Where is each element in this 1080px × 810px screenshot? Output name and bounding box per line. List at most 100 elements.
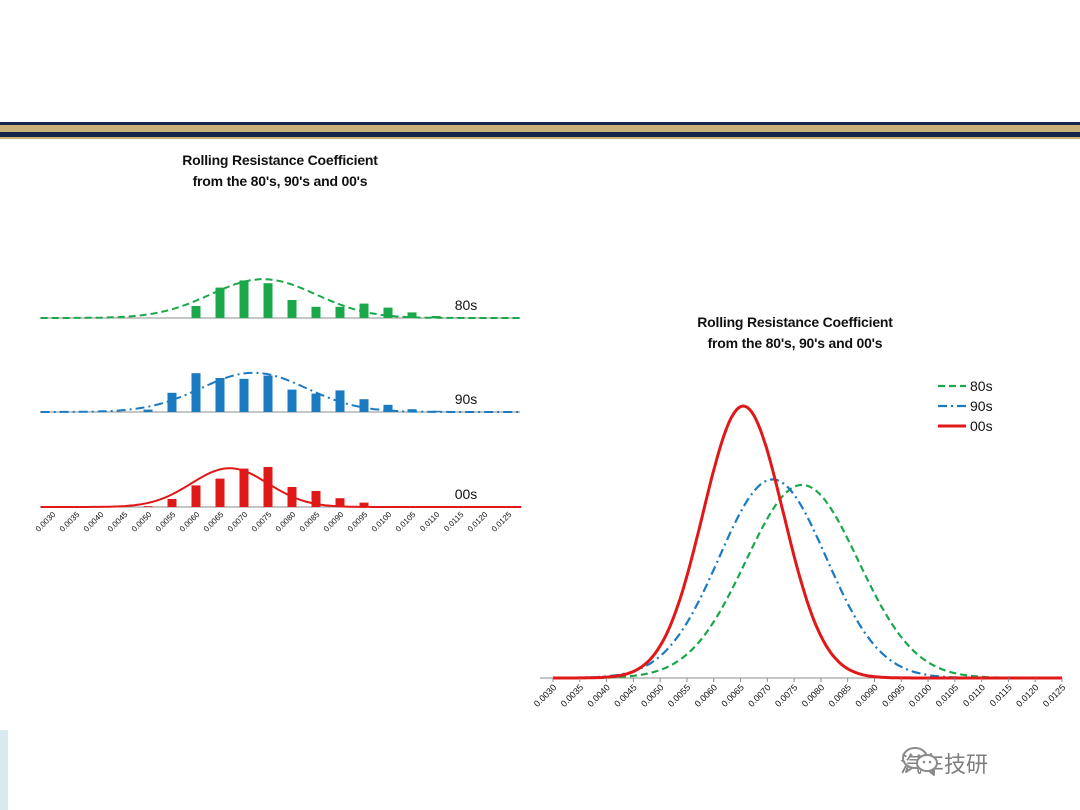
x-tick-label-right-0.0065: 0.0065 <box>719 682 746 709</box>
watermark: 汽车技研 <box>900 745 988 781</box>
bar-90s-0.0075 <box>263 375 273 412</box>
watermark-text: 汽车技研 <box>900 753 989 778</box>
series-line-00s <box>553 404 1062 680</box>
right-chart-title-line-2: from the 80's, 90's and 00's <box>707 335 883 351</box>
x-tick-label-right-0.0075: 0.0075 <box>773 682 800 709</box>
panel-label-00s: 00s <box>455 486 478 502</box>
x-tick-label-right-0.0045: 0.0045 <box>612 682 639 709</box>
legend: 80s 90s 00s <box>938 378 993 434</box>
bar-90s-0.0085 <box>311 393 321 412</box>
x-tick-label-right-0.0050: 0.0050 <box>639 682 666 709</box>
left-chart-title-line-2: from the 80's, 90's and 00's <box>192 173 368 189</box>
bar-90s-0.0070 <box>239 378 249 412</box>
left-chart-title-line-1: Rolling Resistance Coefficient <box>182 152 378 168</box>
bar-90s-0.0080 <box>287 389 297 412</box>
x-tick-label-left-0.0055: 0.0055 <box>154 510 178 534</box>
x-tick-label-right-0.0125: 0.0125 <box>1041 682 1068 709</box>
curve-80s <box>40 278 522 319</box>
legend-label-90s: 90s <box>970 398 993 414</box>
bar-80s-0.0085 <box>311 306 321 318</box>
x-tick-label-right-0.0095: 0.0095 <box>880 682 907 709</box>
bar-80s-0.0065 <box>215 287 225 318</box>
bar-00s-0.0050 <box>143 506 153 507</box>
right-chart-title-line-1: Rolling Resistance Coefficient <box>697 314 893 330</box>
header-band-top-line <box>0 122 1080 125</box>
legend-label-00s: 00s <box>970 418 993 434</box>
right-chart-title: Rolling Resistance Coefficient from the … <box>640 312 950 354</box>
x-tick-label-right-0.0105: 0.0105 <box>934 682 961 709</box>
panel-label-80s: 80s <box>455 297 478 313</box>
curve-00s <box>40 467 522 508</box>
bar-80s-0.0075 <box>263 283 273 318</box>
bar-90s-0.0095 <box>359 399 369 412</box>
bar-00s-0.0065 <box>215 478 225 507</box>
x-tick-label-left-0.0095: 0.0095 <box>346 510 370 534</box>
bar-90s-0.0055 <box>167 392 177 412</box>
x-tick-label-left-0.0080: 0.0080 <box>274 510 298 534</box>
x-tick-label-left-0.0050: 0.0050 <box>130 510 154 534</box>
x-tick-label-left-0.0030: 0.0030 <box>34 510 58 534</box>
x-tick-label-right-0.0120: 0.0120 <box>1014 682 1041 709</box>
x-tick-label-left-0.0120: 0.0120 <box>466 510 490 534</box>
wechat-icon <box>902 747 938 776</box>
x-tick-label-left-0.0085: 0.0085 <box>298 510 322 534</box>
panel-90s: 90s <box>40 371 522 413</box>
x-tick-label-right-0.0100: 0.0100 <box>907 682 934 709</box>
x-tick-label-right-0.0040: 0.0040 <box>585 682 612 709</box>
series-line-80s <box>553 483 1062 680</box>
x-tick-label-right-0.0090: 0.0090 <box>853 682 880 709</box>
x-tick-label-right-0.0030: 0.0030 <box>532 682 559 709</box>
legend-label-80s: 80s <box>970 378 993 394</box>
bar-90s-0.0100 <box>383 404 393 412</box>
bar-80s-0.0080 <box>287 300 297 318</box>
header-band-gold <box>0 125 1080 132</box>
left-chart-title: Rolling Resistance Coefficient from the … <box>120 150 440 192</box>
panel-label-90s: 90s <box>455 391 478 407</box>
bar-00s-0.0075 <box>263 467 273 507</box>
bar-80s-0.0070 <box>239 280 249 318</box>
x-tick-label-left-0.0065: 0.0065 <box>202 510 226 534</box>
bar-00s-0.0090 <box>335 498 345 507</box>
x-tick-label-left-0.0100: 0.0100 <box>370 510 394 534</box>
panel-80s: 80s <box>40 278 522 319</box>
x-tick-label-left-0.0035: 0.0035 <box>58 510 82 534</box>
bar-00s-0.0070 <box>239 468 249 507</box>
x-tick-label-right-0.0070: 0.0070 <box>746 682 773 709</box>
bar-80s-0.0100 <box>383 307 393 318</box>
x-tick-label-right-0.0080: 0.0080 <box>800 682 827 709</box>
x-tick-label-left-0.0115: 0.0115 <box>442 510 466 534</box>
bar-80s-0.0105 <box>407 312 417 318</box>
bar-00s-0.0060 <box>191 485 201 507</box>
bar-90s-0.0065 <box>215 378 225 412</box>
x-tick-label-right-0.0110: 0.0110 <box>961 682 987 708</box>
x-tick-label-left-0.0125: 0.0125 <box>490 510 514 534</box>
footer-strip <box>0 730 8 810</box>
panel-00s: 00s <box>40 467 522 508</box>
series-line-90s <box>552 478 1062 680</box>
x-tick-label-left-0.0070: 0.0070 <box>226 510 250 534</box>
bar-80s-0.0060 <box>191 306 201 318</box>
header-band-dark <box>0 132 1080 137</box>
x-tick-label-left-0.0075: 0.0075 <box>250 510 274 534</box>
x-tick-label-left-0.0060: 0.0060 <box>178 510 202 534</box>
x-tick-label-right-0.0115: 0.0115 <box>988 682 1014 708</box>
x-tick-label-right-0.0035: 0.0035 <box>559 682 586 709</box>
bar-00s-0.0095 <box>359 502 369 507</box>
x-tick-label-left-0.0040: 0.0040 <box>82 510 106 534</box>
x-tick-label-right-0.0060: 0.0060 <box>693 682 720 709</box>
bar-00s-0.0085 <box>311 491 321 507</box>
x-tick-label-left-0.0110: 0.0110 <box>418 510 442 534</box>
x-tick-label-left-0.0090: 0.0090 <box>322 510 346 534</box>
bar-90s-0.0050 <box>143 409 153 412</box>
curve-90s <box>40 371 522 413</box>
x-tick-label-left-0.0045: 0.0045 <box>106 510 130 534</box>
bar-90s-0.0060 <box>191 373 201 412</box>
right-distribution-chart: 0.0030 0.0035 0.0040 0.0045 0.0050 0.0055 0.00… <box>532 378 1068 709</box>
header-band-bottom-line <box>0 137 1080 139</box>
x-tick-label-left-0.0105: 0.0105 <box>394 510 418 534</box>
header-band <box>0 122 1080 139</box>
bar-00s-0.0055 <box>167 499 177 507</box>
x-tick-label-right-0.0085: 0.0085 <box>827 682 854 709</box>
